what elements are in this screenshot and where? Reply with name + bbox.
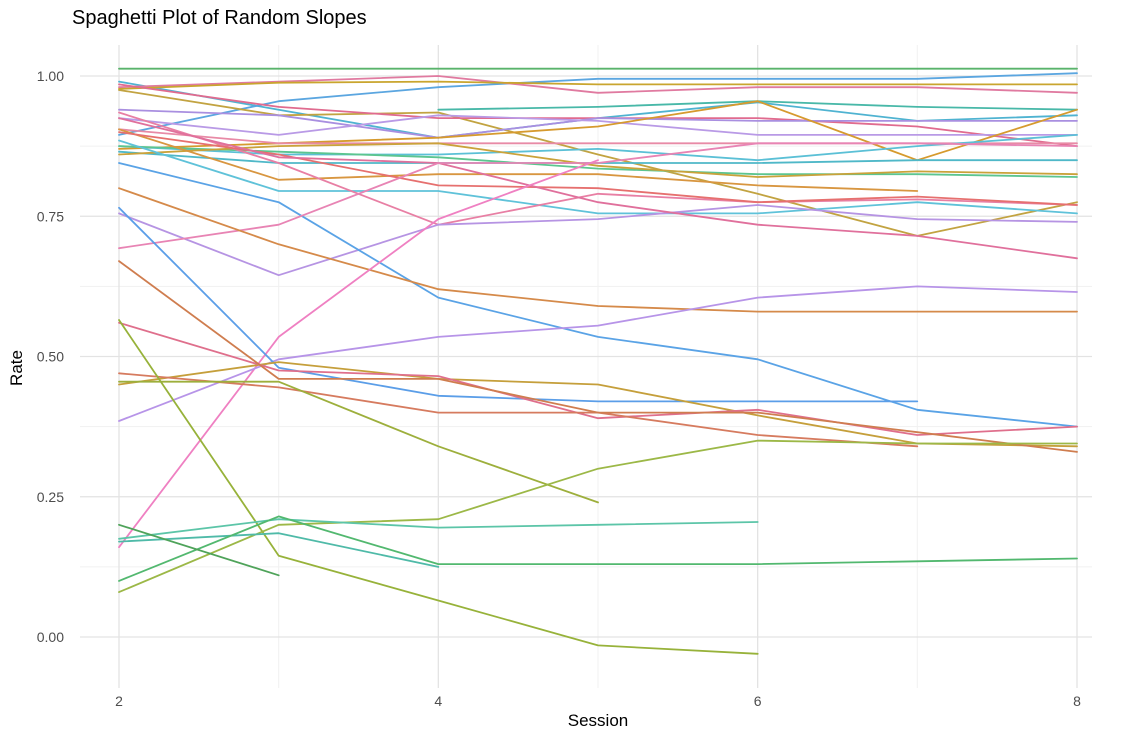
y-tick-label: 0.00 (37, 629, 64, 645)
series-lines (118, 67, 1078, 655)
series-line (118, 111, 1078, 226)
series-line (118, 108, 1078, 139)
series-line (118, 518, 759, 540)
series-line (118, 72, 1078, 136)
chart-title: Spaghetti Plot of Random Slopes (72, 7, 367, 29)
series-line (118, 139, 1078, 215)
x-tick-label: 6 (754, 693, 762, 709)
y-tick-label: 0.25 (37, 489, 64, 505)
series-line (118, 187, 1078, 313)
x-tick-label: 2 (115, 693, 123, 709)
y-tick-label: 0.75 (37, 208, 64, 224)
y-tick-label: 1.00 (37, 68, 64, 84)
series-line (118, 372, 919, 448)
y-tick-label: 0.50 (37, 349, 64, 365)
series-line (118, 523, 280, 577)
series-line (118, 145, 1078, 178)
series-line (118, 439, 1078, 593)
series-line (118, 117, 1078, 260)
x-axis-title: Session (568, 711, 628, 730)
series-line (118, 75, 1078, 94)
series-line (118, 515, 1078, 582)
series-line (118, 162, 1078, 428)
x-tick-label: 4 (434, 693, 442, 709)
x-tick-label: 8 (1073, 693, 1081, 709)
series-line (118, 142, 1078, 250)
series-line (118, 80, 1078, 90)
minor-gridlines (80, 45, 1092, 688)
series-line (118, 285, 1078, 422)
series-line (118, 114, 1078, 136)
series-line (118, 319, 759, 655)
series-line (118, 532, 440, 568)
series-line (118, 260, 1078, 453)
y-axis-tick-labels: 0.00 0.25 0.50 0.75 1.00 (37, 68, 64, 645)
series-line (118, 321, 1078, 436)
y-axis-title: Rate (7, 350, 26, 386)
series-line (118, 131, 1078, 206)
series-line (118, 142, 1078, 178)
series-line (118, 159, 599, 549)
x-axis-tick-labels: 2 4 6 8 (115, 693, 1081, 709)
series-line (118, 206, 919, 403)
series-line (118, 204, 1078, 277)
major-gridlines (80, 45, 1092, 688)
series-line (118, 380, 599, 504)
series-line (118, 128, 919, 192)
